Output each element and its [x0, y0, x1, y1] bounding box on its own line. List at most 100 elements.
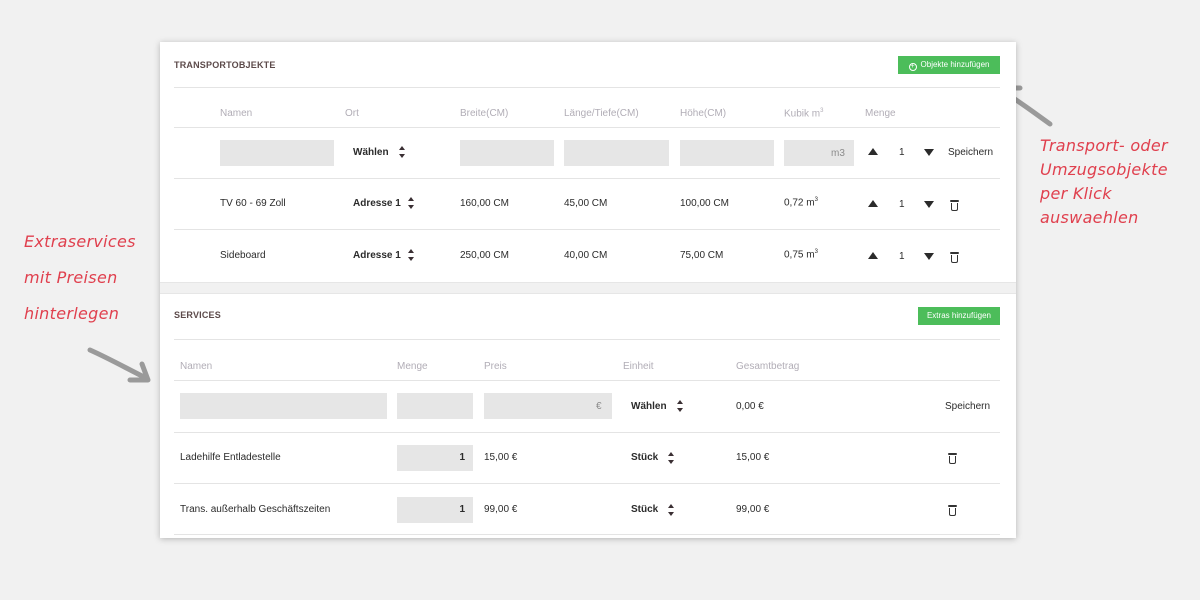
- col-header-kubik-label: Kubik m: [784, 108, 821, 120]
- sort-arrows-icon[interactable]: [668, 452, 675, 464]
- object-kubik-value: 0,75 m: [784, 249, 815, 261]
- divider: [174, 339, 1000, 340]
- section-gap: [160, 282, 1016, 294]
- col-header-preis: Preis: [484, 361, 507, 372]
- ort-select[interactable]: Adresse 1: [353, 198, 401, 209]
- add-objects-label: Objekte hinzufügen: [920, 60, 990, 69]
- annotation-line: Transport- oder: [1040, 136, 1168, 155]
- qty-up-icon[interactable]: [868, 200, 878, 207]
- add-extras-button[interactable]: Extras hinzufügen: [918, 307, 1000, 325]
- trash-lid: [948, 453, 957, 455]
- object-breite: 250,00 CM: [460, 250, 509, 261]
- trash-lid: [950, 200, 959, 202]
- save-service-button[interactable]: Speichern: [945, 401, 991, 412]
- hoehe-input[interactable]: [680, 140, 774, 166]
- service-total: 0,00 €: [736, 401, 764, 412]
- annotation-line: auswaehlen: [1040, 208, 1139, 227]
- service-price: 99,00 €: [484, 504, 518, 515]
- object-kubik: 0,72 m3: [784, 197, 818, 208]
- trash-bin: [949, 508, 956, 516]
- add-objects-button[interactable]: + Objekte hinzufügen: [898, 56, 1000, 74]
- qty-up-icon[interactable]: [868, 148, 878, 155]
- main-card: TRANSPORTOBJEKTE + Objekte hinzufügen Nam…: [160, 42, 1016, 538]
- qty-down-icon[interactable]: [924, 253, 934, 260]
- service-name: Trans. außerhalb Geschäftszeiten: [180, 504, 331, 515]
- object-breite: 160,00 CM: [460, 198, 509, 209]
- trash-lid: [948, 505, 957, 507]
- sort-arrows-icon[interactable]: [668, 504, 675, 516]
- trash-lid: [950, 252, 959, 254]
- annotation-line: hinterlegen: [24, 304, 120, 323]
- annotation-transport-select: Transport- oder Umzugsobjekte per Klick …: [1040, 134, 1195, 230]
- service-qty-input[interactable]: [397, 393, 473, 419]
- object-name-input[interactable]: [220, 140, 334, 166]
- col-header-kubik: Kubik m3: [784, 108, 823, 119]
- qty-down-icon[interactable]: [924, 149, 934, 156]
- divider: [174, 87, 1000, 88]
- service-total: 15,00 €: [736, 452, 770, 463]
- divider: [174, 534, 1000, 535]
- transport-section: TRANSPORTOBJEKTE + Objekte hinzufügen Nam…: [160, 42, 1016, 282]
- services-section: SERVICES Extras hinzufügen Namen Menge P…: [160, 294, 1016, 538]
- service-price-input[interactable]: [484, 393, 612, 419]
- col-header-hoehe: Höhe(CM): [680, 108, 727, 119]
- annotation-arrow-left: [87, 347, 151, 383]
- unit-select[interactable]: Wählen: [631, 401, 667, 412]
- trash-bin: [949, 456, 956, 464]
- col-header-breite: Breite(CM): [460, 108, 509, 119]
- object-hoehe: 75,00 CM: [680, 250, 724, 261]
- ort-select[interactable]: Adresse 1: [353, 250, 401, 261]
- object-kubik-value: 0,72 m: [784, 197, 815, 209]
- sort-arrows-icon[interactable]: [399, 146, 406, 158]
- ort-select[interactable]: Wählen: [353, 147, 389, 158]
- divider: [174, 483, 1000, 484]
- divider: [174, 178, 1000, 179]
- col-header-laenge: Länge/Tiefe(CM): [564, 108, 639, 119]
- divider: [174, 127, 1000, 128]
- object-laenge: 45,00 CM: [564, 198, 608, 209]
- col-header-name: Namen: [180, 361, 213, 372]
- trash-icon[interactable]: [948, 453, 957, 464]
- trash-icon[interactable]: [948, 505, 957, 516]
- object-hoehe: 100,00 CM: [680, 198, 729, 209]
- sort-arrows-icon[interactable]: [408, 249, 415, 261]
- object-name: TV 60 - 69 Zoll: [220, 198, 286, 209]
- col-header-einheit: Einheit: [623, 361, 654, 372]
- object-name: Sideboard: [220, 250, 266, 261]
- col-header-gesamt: Gesamtbetrag: [736, 361, 800, 372]
- save-object-button[interactable]: Speichern: [948, 147, 994, 158]
- price-placeholder: €: [596, 401, 602, 412]
- laenge-input[interactable]: [564, 140, 669, 166]
- service-qty-field[interactable]: 1: [397, 445, 473, 471]
- divider: [174, 380, 1000, 381]
- service-total: 99,00 €: [736, 504, 770, 515]
- annotation-extraservices: Extraservices mit Preisen hinterlegen: [24, 230, 154, 338]
- kubik-input[interactable]: [784, 140, 854, 166]
- sort-arrows-icon[interactable]: [408, 197, 415, 209]
- trash-bin: [951, 255, 958, 263]
- annotation-line: Umzugsobjekte: [1040, 160, 1168, 179]
- services-title: SERVICES: [174, 310, 221, 320]
- qty-value: 1: [899, 251, 905, 262]
- trash-icon[interactable]: [950, 252, 959, 263]
- col-header-ort: Ort: [345, 108, 359, 119]
- object-kubik-sup: 3: [814, 197, 818, 203]
- qty-value: 1: [899, 147, 905, 158]
- service-qty-field[interactable]: 1: [397, 497, 473, 523]
- transport-title: TRANSPORTOBJEKTE: [174, 60, 276, 70]
- col-header-menge: Menge: [397, 361, 428, 372]
- kubik-placeholder: m3: [831, 148, 845, 159]
- trash-icon[interactable]: [950, 200, 959, 211]
- annotation-line: mit Preisen: [24, 268, 118, 287]
- unit-select[interactable]: Stück: [631, 452, 659, 463]
- qty-value: 1: [899, 199, 905, 210]
- qty-down-icon[interactable]: [924, 201, 934, 208]
- breite-input[interactable]: [460, 140, 554, 166]
- qty-up-icon[interactable]: [868, 252, 878, 259]
- service-name-input[interactable]: [180, 393, 387, 419]
- sort-arrows-icon[interactable]: [677, 400, 684, 412]
- col-header-kubik-sup: 3: [820, 108, 824, 114]
- col-header-menge: Menge: [865, 108, 896, 119]
- trash-bin: [951, 203, 958, 211]
- unit-select[interactable]: Stück: [631, 504, 659, 515]
